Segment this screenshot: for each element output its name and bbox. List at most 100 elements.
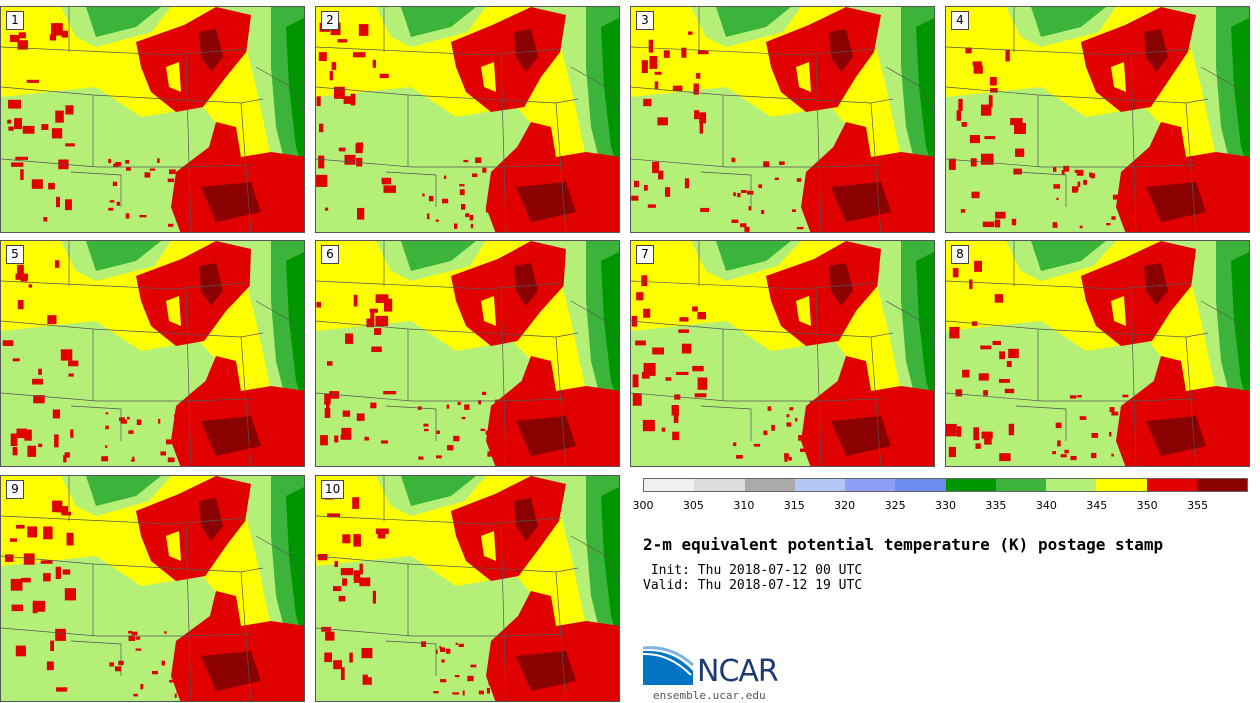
red-speckle [362, 674, 368, 678]
member-label-1: 1 [6, 11, 24, 30]
red-region [766, 7, 881, 112]
red-speckle [164, 631, 167, 634]
red-speckle [113, 163, 118, 168]
red-region [801, 356, 934, 466]
red-region [1116, 122, 1249, 232]
red-speckle [1109, 407, 1115, 413]
darkred-region [201, 182, 261, 222]
red-speckle [984, 136, 996, 140]
red-speckle [643, 308, 651, 318]
red-speckle [125, 159, 130, 164]
red-speckle [1079, 416, 1087, 420]
red-speckle [1015, 148, 1025, 157]
red-speckle [731, 219, 739, 223]
red-speckle [324, 207, 329, 211]
state-border [383, 476, 567, 701]
red-speckle [971, 191, 980, 199]
red-speckle [992, 340, 1001, 345]
red-speckle [488, 681, 496, 686]
red-speckle [487, 451, 494, 457]
ncar-logo-icon [643, 646, 695, 685]
state-border [946, 86, 1209, 104]
state-border [946, 158, 1197, 168]
red-speckle [169, 679, 174, 683]
state-border [68, 476, 252, 701]
red-speckle [41, 124, 49, 130]
red-speckle [5, 554, 14, 562]
red-speckle [116, 201, 120, 206]
yellow-region [166, 296, 181, 326]
red-speckle [495, 399, 500, 406]
red-speckle [33, 600, 46, 612]
red-speckle [1014, 122, 1026, 134]
stamp-panel-4: 4 [945, 6, 1250, 233]
red-speckle [692, 365, 704, 372]
red-speckle [377, 530, 386, 539]
red-region [171, 122, 304, 232]
colorbar-segment [1046, 479, 1097, 491]
red-speckle [983, 390, 988, 396]
red-speckle [167, 457, 175, 463]
red-speckle [644, 185, 648, 191]
stamp-panel-3: 3 [630, 6, 935, 233]
red-speckle [352, 497, 360, 509]
green-region [401, 476, 476, 506]
colorbar-tick-label: 305 [682, 499, 704, 512]
colorbar-segment [895, 479, 946, 491]
red-region [136, 241, 251, 346]
red-speckle [652, 347, 664, 355]
red-speckle [1091, 433, 1099, 438]
red-speckle [462, 690, 465, 696]
red-speckle [796, 178, 802, 182]
red-speckle [763, 430, 768, 436]
red-region [766, 241, 881, 346]
red-speckle [753, 443, 760, 447]
red-speckle [423, 423, 429, 427]
red-speckle [33, 395, 45, 404]
red-speckle [699, 120, 703, 134]
red-speckle [17, 264, 24, 277]
red-speckle [176, 690, 181, 694]
red-speckle [761, 210, 765, 215]
red-speckle [989, 77, 997, 86]
red-speckle [38, 368, 42, 375]
red-region [486, 591, 619, 701]
red-speckle [433, 691, 439, 694]
red-speckle [949, 327, 960, 339]
red-speckle [120, 419, 127, 424]
red-speckle [109, 662, 114, 667]
red-speckle [31, 179, 43, 189]
red-speckle [68, 360, 79, 367]
colorbar-segment [744, 479, 795, 491]
red-speckle [52, 500, 63, 513]
stamp-panel-5: 5 [0, 240, 305, 467]
red-speckle [70, 429, 74, 438]
colorbar-tick-label: 335 [985, 499, 1007, 512]
red-speckle [320, 435, 328, 446]
red-speckle [22, 125, 35, 134]
red-speckle [152, 670, 158, 675]
red-region [451, 7, 566, 112]
red-region [136, 7, 251, 112]
red-speckle [632, 374, 639, 388]
red-speckle [356, 413, 365, 421]
red-speckle [654, 81, 659, 90]
red-speckle [105, 412, 109, 415]
red-speckle [130, 459, 135, 462]
red-region [1081, 7, 1196, 112]
red-speckle [139, 215, 147, 218]
red-speckle [375, 528, 389, 535]
red-speckle [344, 154, 356, 165]
red-speckle [422, 193, 425, 197]
red-speckle [681, 343, 692, 354]
red-speckle [984, 434, 992, 445]
red-speckle [461, 204, 466, 210]
red-speckle [327, 513, 340, 518]
red-speckle [643, 98, 652, 107]
red-speckle [375, 294, 389, 303]
red-region [1081, 241, 1196, 346]
red-speckle [166, 439, 173, 445]
red-speckle [370, 312, 375, 322]
red-speckle [55, 110, 64, 123]
red-speckle [355, 143, 363, 154]
